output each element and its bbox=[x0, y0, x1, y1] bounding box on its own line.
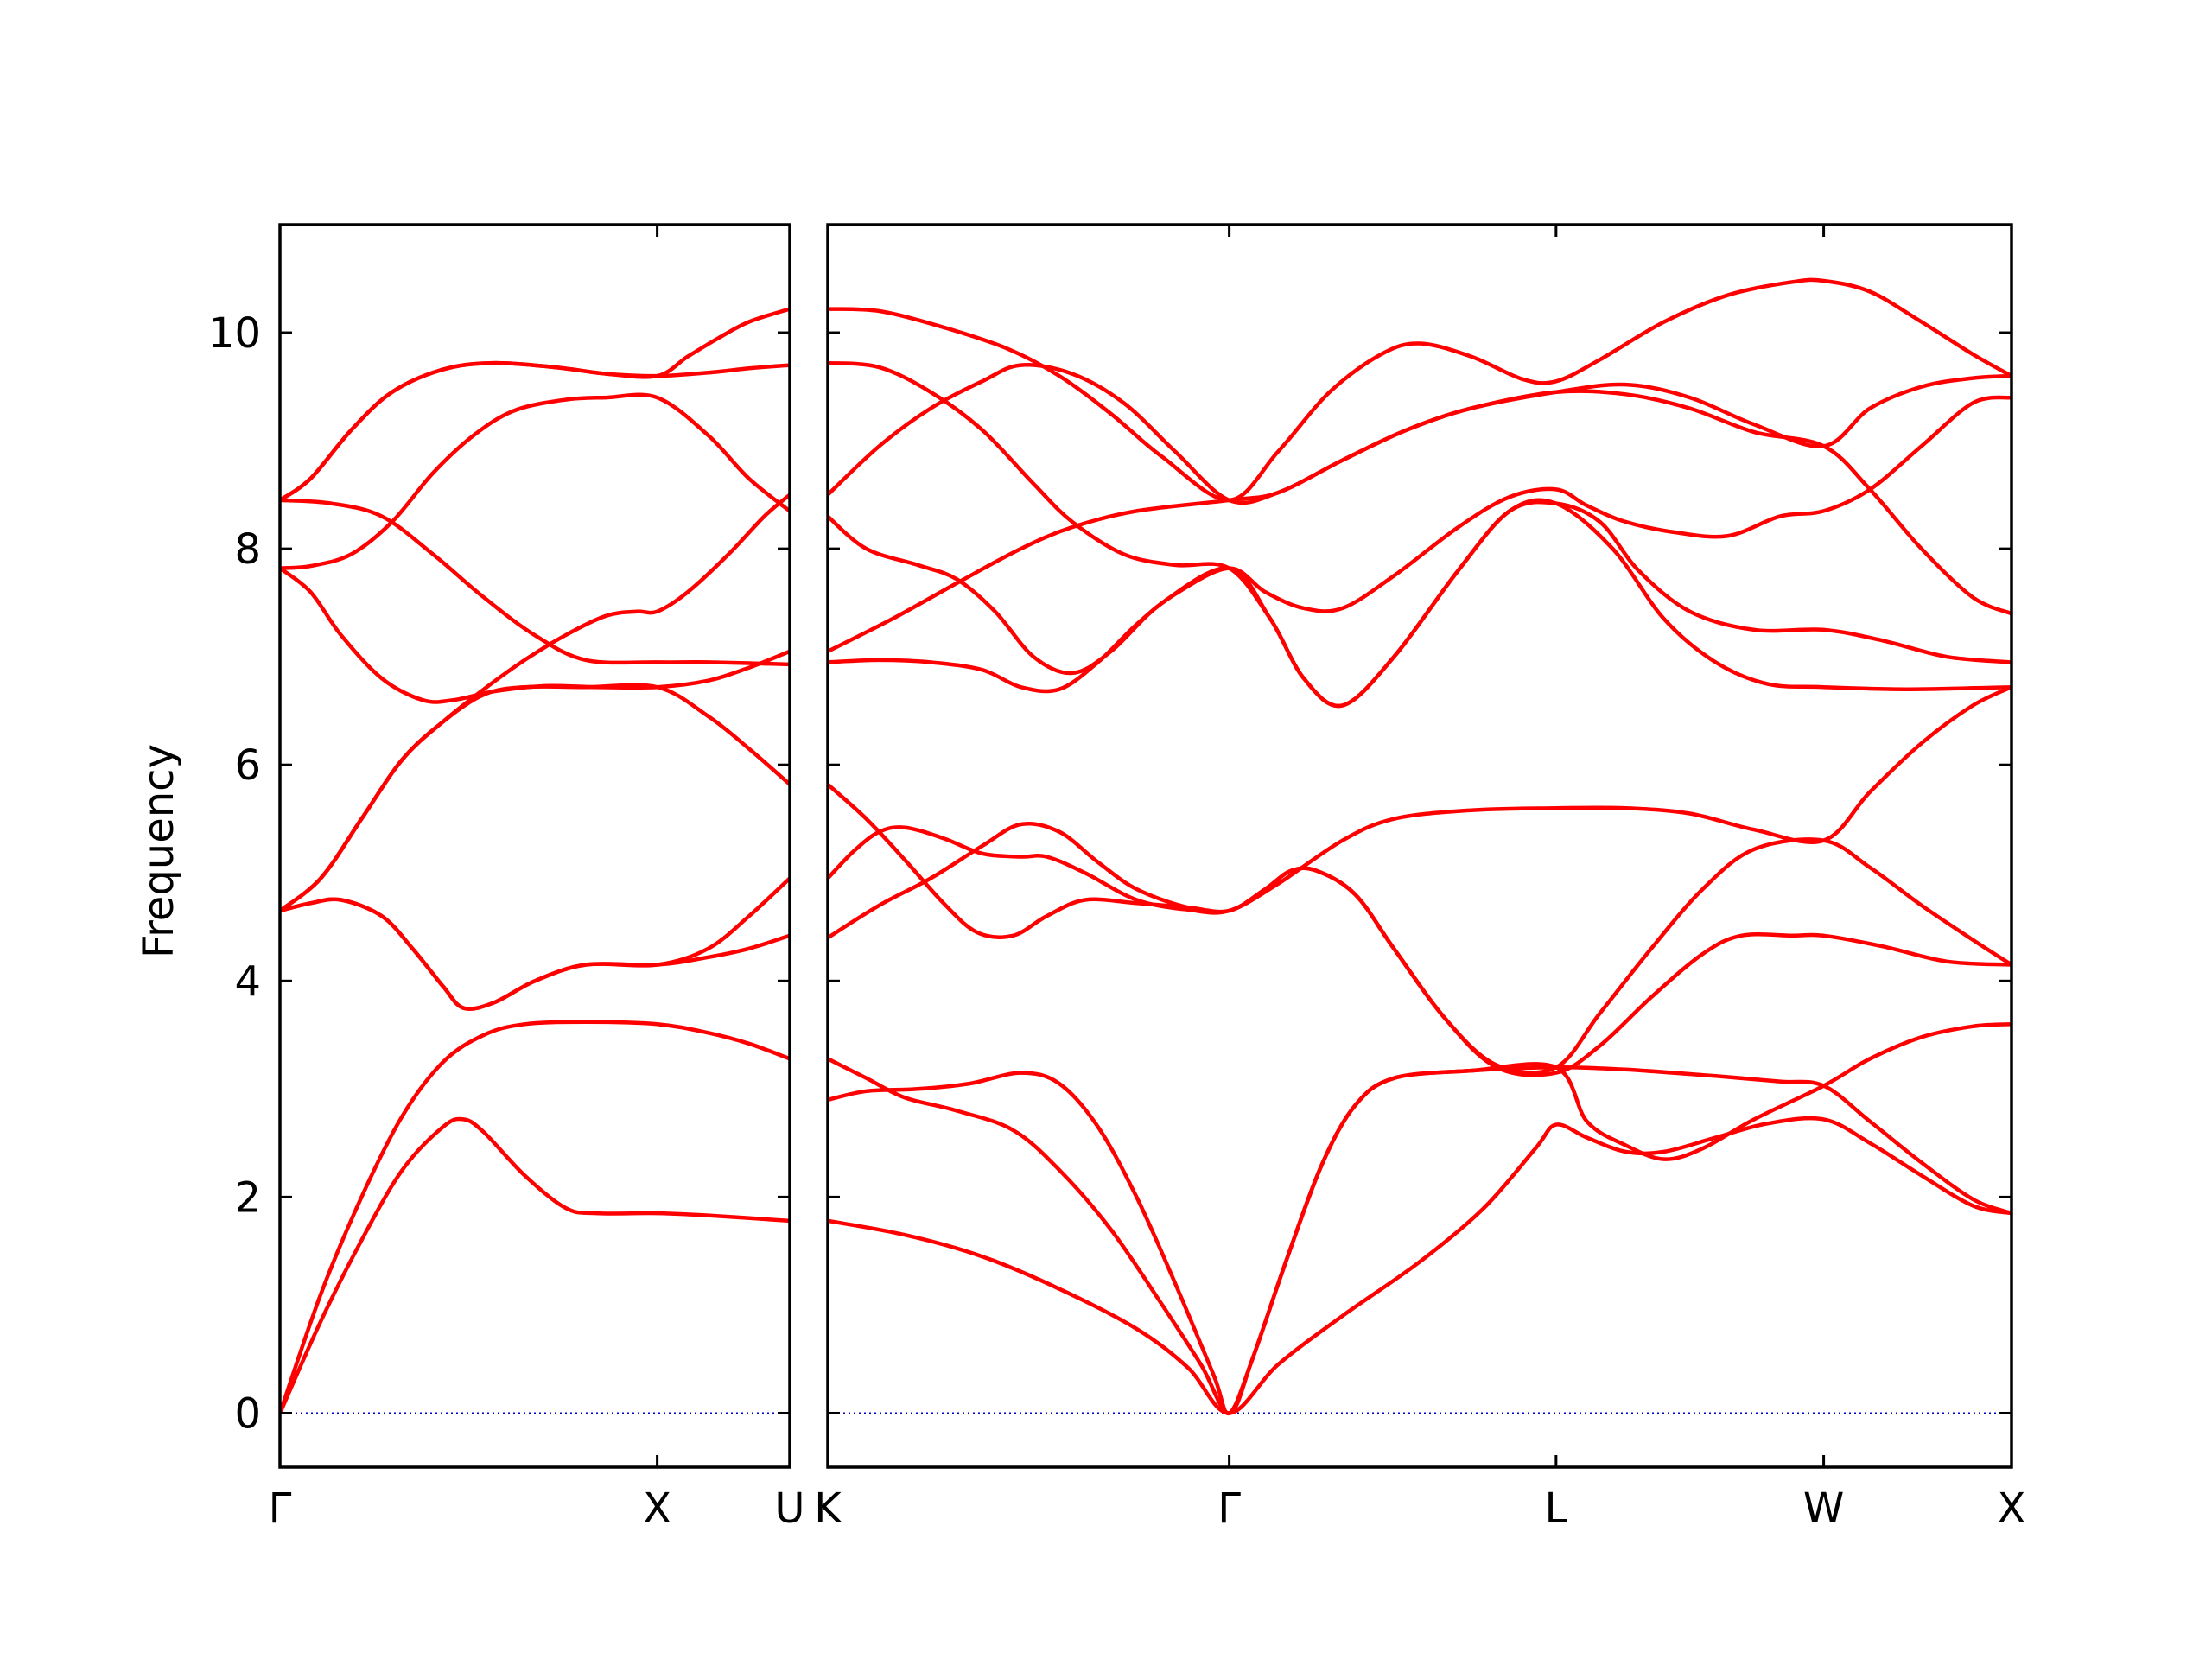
x-tick-label: K bbox=[814, 1484, 842, 1533]
band-line bbox=[828, 1057, 2012, 1415]
band-line bbox=[280, 683, 790, 913]
x-tick-label: X bbox=[643, 1484, 671, 1533]
band-line bbox=[280, 1020, 790, 1415]
y-tick-label: 10 bbox=[208, 309, 261, 358]
band-line bbox=[828, 684, 2012, 915]
band-line bbox=[828, 782, 2012, 1077]
x-tick-label: U bbox=[774, 1484, 804, 1533]
band-line bbox=[280, 493, 790, 913]
y-tick-label: 6 bbox=[234, 741, 261, 790]
band-line bbox=[828, 1116, 2012, 1415]
band-line bbox=[828, 1022, 2012, 1415]
y-tick-labels: 0 2 4 6 8 10 bbox=[208, 309, 261, 1438]
x-tick-label: L bbox=[1544, 1484, 1567, 1533]
band-line bbox=[828, 363, 2012, 505]
y-tick-label: 8 bbox=[234, 525, 261, 574]
x-tick-label: X bbox=[1998, 1484, 2026, 1533]
band-line bbox=[280, 876, 790, 1011]
y-tick-label: 0 bbox=[234, 1389, 261, 1438]
y-axis-title: Frequency bbox=[135, 744, 183, 958]
x-tick-label: Γ bbox=[1217, 1484, 1241, 1533]
band-line bbox=[280, 307, 790, 503]
band-line bbox=[280, 392, 790, 570]
panel-frame bbox=[826, 223, 2013, 1469]
band-group bbox=[280, 307, 790, 1415]
x-tick-label: W bbox=[1803, 1484, 1844, 1533]
band-line bbox=[280, 897, 790, 1011]
band-line bbox=[280, 1116, 790, 1415]
band-line bbox=[828, 821, 2012, 1075]
band-line bbox=[280, 360, 790, 503]
band-line bbox=[828, 360, 2012, 709]
band-line bbox=[280, 566, 790, 704]
band-line bbox=[828, 389, 2012, 654]
band-line bbox=[828, 395, 2012, 694]
band-group bbox=[828, 277, 2012, 1415]
panel-frame bbox=[278, 223, 791, 1469]
band-line bbox=[280, 498, 790, 667]
y-tick-label: 2 bbox=[234, 1173, 261, 1222]
y-tick-label: 4 bbox=[234, 957, 261, 1006]
x-tick-label: Γ bbox=[269, 1484, 292, 1533]
band-line bbox=[828, 499, 2012, 709]
band-line bbox=[828, 277, 2012, 503]
